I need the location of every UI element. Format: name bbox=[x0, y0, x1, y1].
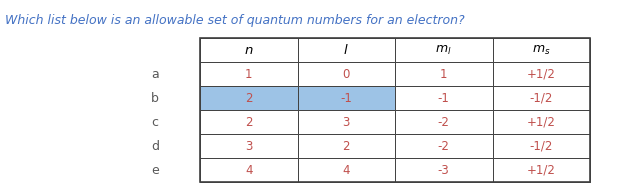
Text: 3: 3 bbox=[245, 139, 252, 153]
Bar bbox=[298, 110, 395, 134]
Text: 4: 4 bbox=[342, 163, 350, 177]
Text: 2: 2 bbox=[245, 115, 252, 129]
Text: 1: 1 bbox=[245, 67, 252, 81]
Bar bbox=[298, 86, 395, 110]
Text: $\mathbf{\mathit{n}}$: $\mathbf{\mathit{n}}$ bbox=[244, 43, 254, 57]
Bar bbox=[200, 62, 298, 86]
Bar bbox=[395, 38, 492, 62]
Text: +1/2: +1/2 bbox=[527, 163, 556, 177]
Text: c: c bbox=[151, 115, 159, 129]
Text: -2: -2 bbox=[438, 139, 450, 153]
Text: -1: -1 bbox=[340, 91, 352, 105]
Text: 4: 4 bbox=[245, 163, 252, 177]
Text: 1: 1 bbox=[440, 67, 448, 81]
Bar bbox=[395, 158, 492, 182]
Bar bbox=[492, 86, 590, 110]
Bar bbox=[200, 110, 298, 134]
Bar bbox=[298, 62, 395, 86]
Text: b: b bbox=[151, 91, 159, 105]
Bar bbox=[395, 86, 492, 110]
Bar bbox=[395, 62, 492, 86]
Text: $\mathbf{\mathit{m}}_{\mathbf{\mathit{l}}}$: $\mathbf{\mathit{m}}_{\mathbf{\mathit{l}… bbox=[436, 43, 452, 57]
Text: -3: -3 bbox=[438, 163, 449, 177]
Text: 2: 2 bbox=[342, 139, 350, 153]
Text: a: a bbox=[151, 67, 159, 81]
Text: -1/2: -1/2 bbox=[529, 139, 553, 153]
Bar bbox=[395, 134, 492, 158]
Bar bbox=[492, 158, 590, 182]
Text: +1/2: +1/2 bbox=[527, 115, 556, 129]
Text: 0: 0 bbox=[342, 67, 350, 81]
Text: 2: 2 bbox=[245, 91, 252, 105]
Bar bbox=[395, 110, 492, 134]
Bar bbox=[200, 38, 590, 182]
Bar bbox=[492, 110, 590, 134]
Bar bbox=[298, 134, 395, 158]
Text: d: d bbox=[151, 139, 159, 153]
Bar bbox=[298, 158, 395, 182]
Bar bbox=[298, 38, 395, 62]
Text: e: e bbox=[151, 163, 159, 177]
Text: +1/2: +1/2 bbox=[527, 67, 556, 81]
Text: 3: 3 bbox=[342, 115, 350, 129]
Bar bbox=[492, 134, 590, 158]
Bar bbox=[492, 38, 590, 62]
Bar bbox=[200, 38, 298, 62]
Bar bbox=[492, 62, 590, 86]
Text: -1/2: -1/2 bbox=[529, 91, 553, 105]
Text: -2: -2 bbox=[438, 115, 450, 129]
Text: $\mathbf{\mathit{m}}_{\mathbf{\mathit{s}}}$: $\mathbf{\mathit{m}}_{\mathbf{\mathit{s}… bbox=[532, 43, 551, 57]
Bar bbox=[200, 158, 298, 182]
Text: Which list below is an allowable set of quantum numbers for an electron?: Which list below is an allowable set of … bbox=[5, 14, 464, 27]
Text: -1: -1 bbox=[438, 91, 450, 105]
Text: $\mathbf{\mathit{l}}$: $\mathbf{\mathit{l}}$ bbox=[344, 43, 349, 57]
Bar bbox=[200, 86, 298, 110]
Bar bbox=[200, 134, 298, 158]
